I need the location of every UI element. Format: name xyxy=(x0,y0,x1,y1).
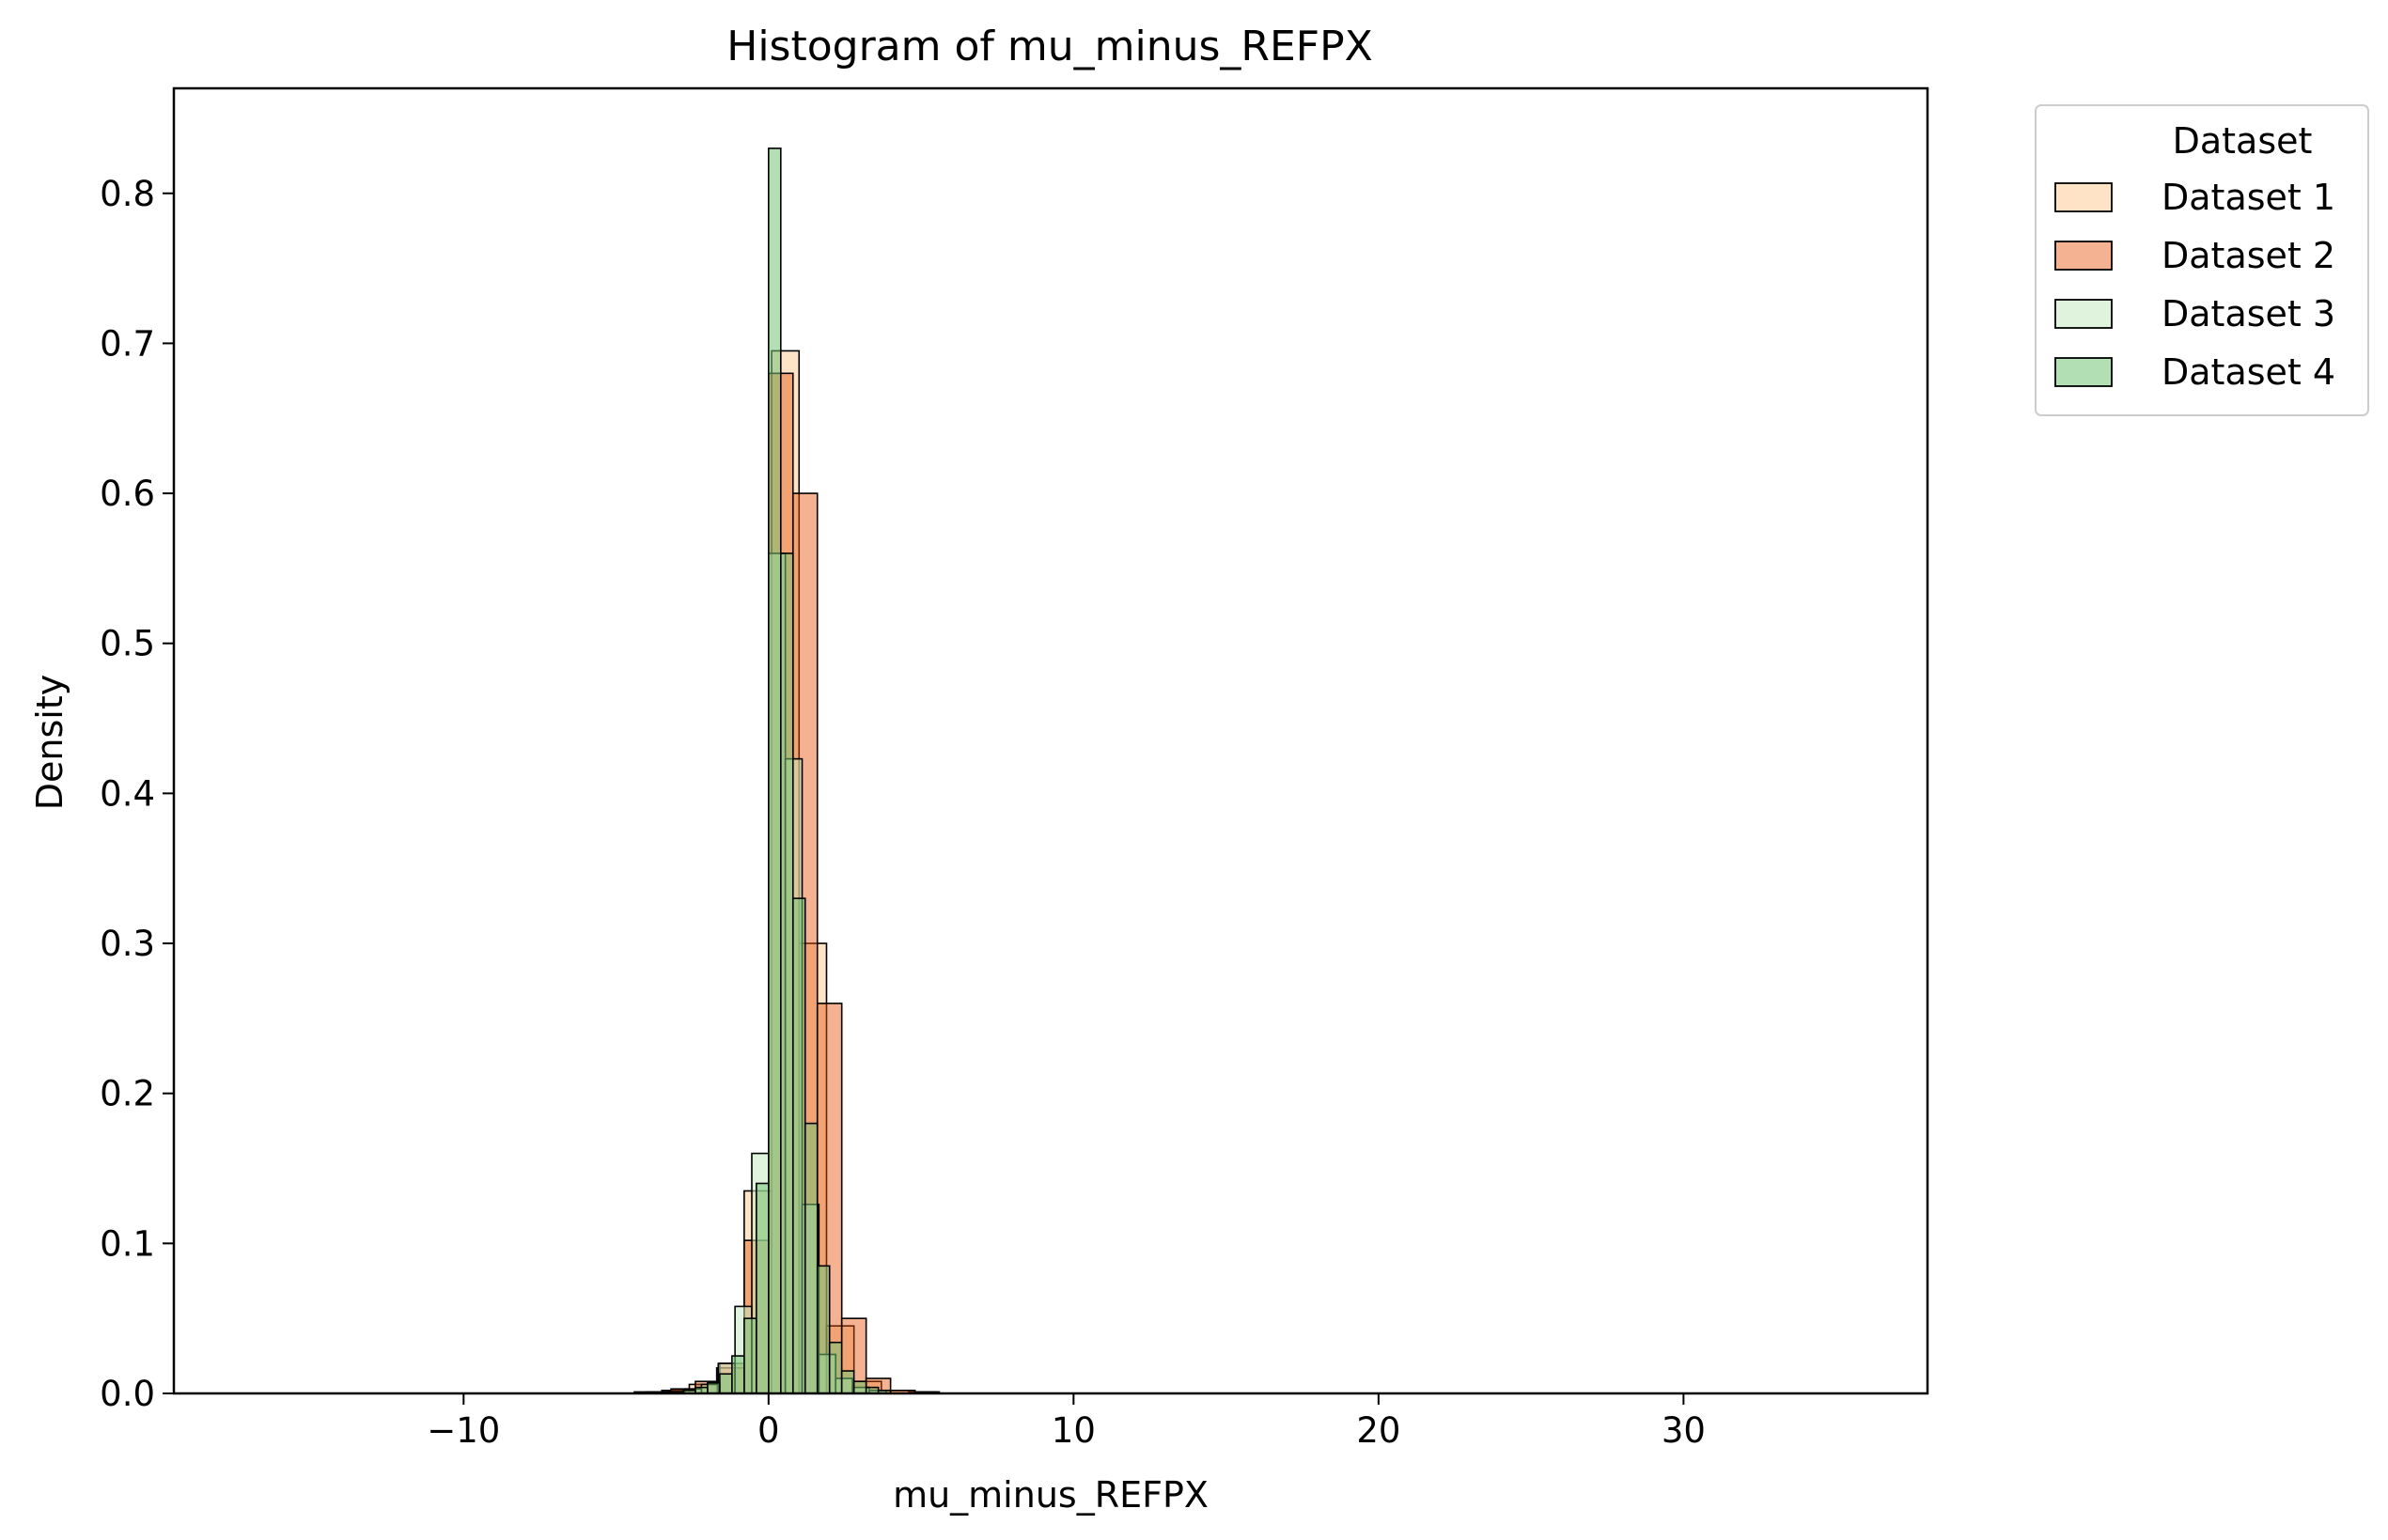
legend-frame xyxy=(2035,104,2369,416)
histogram-bar xyxy=(731,1355,745,1394)
histogram-bar xyxy=(840,1370,855,1394)
legend-label: Dataset 3 xyxy=(2162,293,2335,334)
y-tick-label: 0.5 xyxy=(100,624,155,664)
x-axis: −10 0 10 20 30 xyxy=(427,1393,1706,1451)
histogram-bar xyxy=(768,148,782,1394)
histogram-bar xyxy=(779,552,794,1394)
y-tick-label: 0.2 xyxy=(100,1074,155,1114)
series-4 xyxy=(670,148,892,1394)
legend-label: Dataset 2 xyxy=(2162,235,2335,276)
y-tick-label: 0.1 xyxy=(100,1223,155,1264)
y-tick-label: 0.6 xyxy=(100,474,155,514)
x-tick-label: 30 xyxy=(1662,1410,1706,1451)
histogram-bar xyxy=(707,1382,721,1394)
legend-items: Dataset 1 Dataset 2 Dataset 3 Dataset 4 xyxy=(2054,177,2335,393)
legend-swatch xyxy=(2054,357,2113,387)
x-axis-label: mu_minus_REFPX xyxy=(893,1474,1209,1516)
y-tick-label: 0.8 xyxy=(100,174,155,214)
legend-swatch xyxy=(2054,241,2113,271)
x-tick-label: 10 xyxy=(1052,1410,1096,1451)
plot-area xyxy=(633,148,941,1394)
histogram-bar xyxy=(828,1341,843,1394)
histogram-bar xyxy=(804,1122,819,1394)
histogram-bar xyxy=(719,1373,733,1394)
histogram-bar xyxy=(816,1265,831,1394)
histogram-bar xyxy=(852,1380,867,1394)
axes-frame xyxy=(172,86,1929,1395)
y-tick-label: 0.4 xyxy=(100,773,155,814)
y-tick-label: 0.0 xyxy=(100,1374,155,1414)
histogram-bar xyxy=(756,1182,770,1394)
y-tick-label: 0.7 xyxy=(100,323,155,364)
legend-swatch xyxy=(2054,182,2113,212)
y-axis-label: Density xyxy=(29,675,70,810)
histogram-bar xyxy=(791,897,806,1394)
y-axis: 0.0 0.1 0.2 0.3 0.4 0.5 0.6 0.7 0.8 xyxy=(100,174,174,1414)
legend-label: Dataset 1 xyxy=(2162,177,2335,218)
x-tick-label: 0 xyxy=(757,1410,780,1451)
y-tick-label: 0.3 xyxy=(100,924,155,964)
x-tick-label: −10 xyxy=(427,1410,500,1451)
legend-title: Dataset xyxy=(2173,120,2313,162)
x-tick-label: 20 xyxy=(1356,1410,1400,1451)
legend-label: Dataset 4 xyxy=(2162,351,2335,393)
legend-swatch xyxy=(2054,299,2113,329)
chart-title: Histogram of mu_minus_REFPX xyxy=(726,23,1373,70)
histogram-bar xyxy=(743,1317,757,1394)
